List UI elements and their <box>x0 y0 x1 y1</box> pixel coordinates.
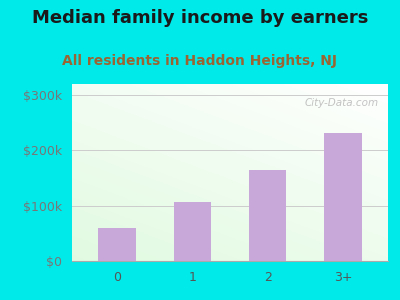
Text: Median family income by earners: Median family income by earners <box>32 9 368 27</box>
Text: All residents in Haddon Heights, NJ: All residents in Haddon Heights, NJ <box>62 54 338 68</box>
Bar <box>249 170 286 261</box>
Bar <box>324 133 362 261</box>
Bar <box>174 202 211 261</box>
Bar <box>98 228 136 261</box>
Text: City-Data.com: City-Data.com <box>304 98 378 108</box>
